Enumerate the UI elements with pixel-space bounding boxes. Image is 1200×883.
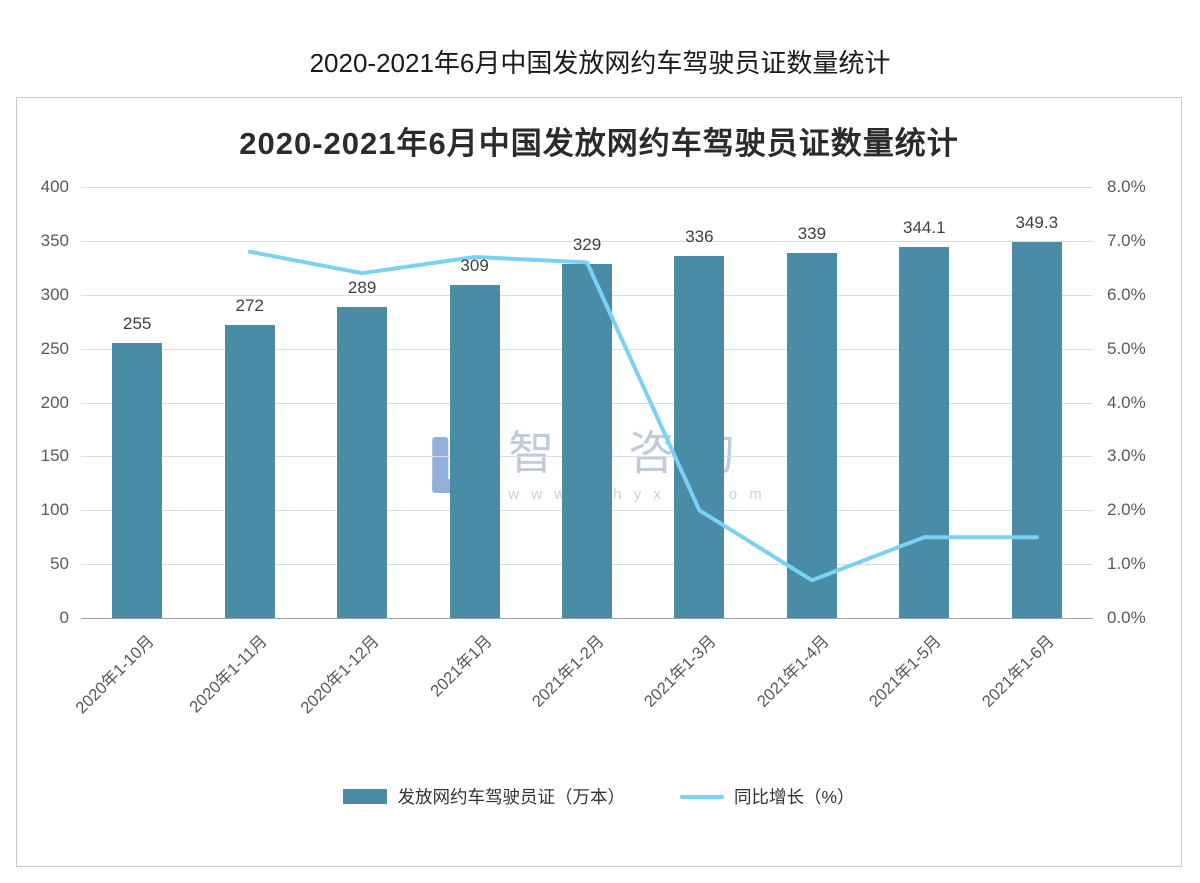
bar: [449, 285, 500, 618]
bar-value-label: 272: [235, 295, 264, 315]
x-axis-tick-label: 2020年1-12月: [297, 632, 383, 718]
bar: [337, 306, 388, 618]
right-axis-tick-label: 8.0%: [1107, 177, 1146, 196]
right-axis-tick-label: 2.0%: [1107, 500, 1146, 520]
legend: 发放网约车驾驶员证（万本） 同比增长（%）: [17, 784, 1181, 809]
bar-value-label: 349.3: [1015, 212, 1059, 232]
right-axis-tick-label: 5.0%: [1107, 338, 1146, 358]
x-axis-tick-label: 2021年1-4月: [753, 632, 833, 711]
bar: [562, 263, 612, 618]
x-axis-tick-label: 2021年1月: [426, 632, 496, 701]
left-axis-tick-label: 0: [59, 608, 69, 627]
x-axis-tick-label: 2021年1-6月: [978, 632, 1058, 711]
legend-line-swatch: [679, 794, 724, 799]
right-axis-tick-label: 6.0%: [1107, 284, 1146, 304]
gridline: [81, 187, 1093, 188]
x-axis-tick-label: 2021年1-3月: [641, 632, 721, 711]
bar-value-label: 339: [797, 223, 827, 243]
legend-label: 同比增长（%）: [733, 787, 855, 807]
bar-value-label: 336: [685, 227, 714, 246]
plot-area: 400 8.0% 350 7.0% 300 6.0% 250 5.0% 200 4.0% 150 3.…: [41, 177, 1146, 717]
right-axis-tick-label: 7.0%: [1107, 230, 1146, 250]
bar: [224, 324, 275, 618]
x-axis-line: [81, 618, 1093, 619]
bar-value-label: 255: [123, 314, 152, 334]
bar: [899, 247, 950, 618]
bar: [112, 343, 163, 618]
x-axis-tick-label: 2021年1-2月: [528, 632, 608, 711]
left-axis-tick-label: 300: [40, 284, 69, 304]
bar: [786, 252, 837, 618]
legend-item: 同比增长（%）: [679, 784, 855, 809]
x-axis-tick-label: 2020年1-11月: [185, 632, 271, 717]
chart-frame: 2020-2021年6月中国发放网约车驾驶员证数量统计 智研咨询 w w w .…: [16, 97, 1182, 867]
left-axis-tick-label: 200: [40, 392, 69, 412]
right-axis-tick-label: 0.0%: [1107, 608, 1146, 627]
bar: [674, 256, 725, 618]
legend-label: 发放网约车驾驶员证（万本）: [397, 787, 625, 807]
bar-value-label: 344.1: [903, 218, 946, 238]
left-axis-tick-label: 250: [40, 338, 69, 358]
right-axis-tick-label: 1.0%: [1107, 554, 1146, 574]
bar-value-label: 289: [347, 277, 377, 297]
gridline: [81, 240, 1093, 242]
left-axis-tick-label: 400: [40, 177, 69, 196]
right-axis-tick-label: 4.0%: [1107, 392, 1146, 412]
legend-item: 发放网约车驾驶员证（万本）: [343, 784, 625, 809]
bar: [1011, 241, 1062, 618]
left-axis-tick-label: 350: [40, 230, 69, 250]
legend-bar-swatch: [343, 789, 388, 804]
left-axis-tick-label: 150: [40, 446, 69, 466]
left-axis-tick-label: 100: [40, 500, 69, 520]
bar-value-label: 329: [572, 234, 602, 254]
right-axis-tick-label: 3.0%: [1107, 446, 1146, 466]
page-title: 2020-2021年6月中国发放网约车驾驶员证数量统计: [309, 48, 891, 79]
x-axis-tick-label: 2020年1-10月: [72, 632, 158, 718]
x-axis-tick-label: 2021年1-5月: [866, 632, 946, 711]
left-axis-tick-label: 50: [50, 554, 69, 574]
chart-title: 2020-2021年6月中国发放网约车驾驶员证数量统计: [239, 126, 959, 161]
bar-value-label: 309: [460, 256, 489, 276]
